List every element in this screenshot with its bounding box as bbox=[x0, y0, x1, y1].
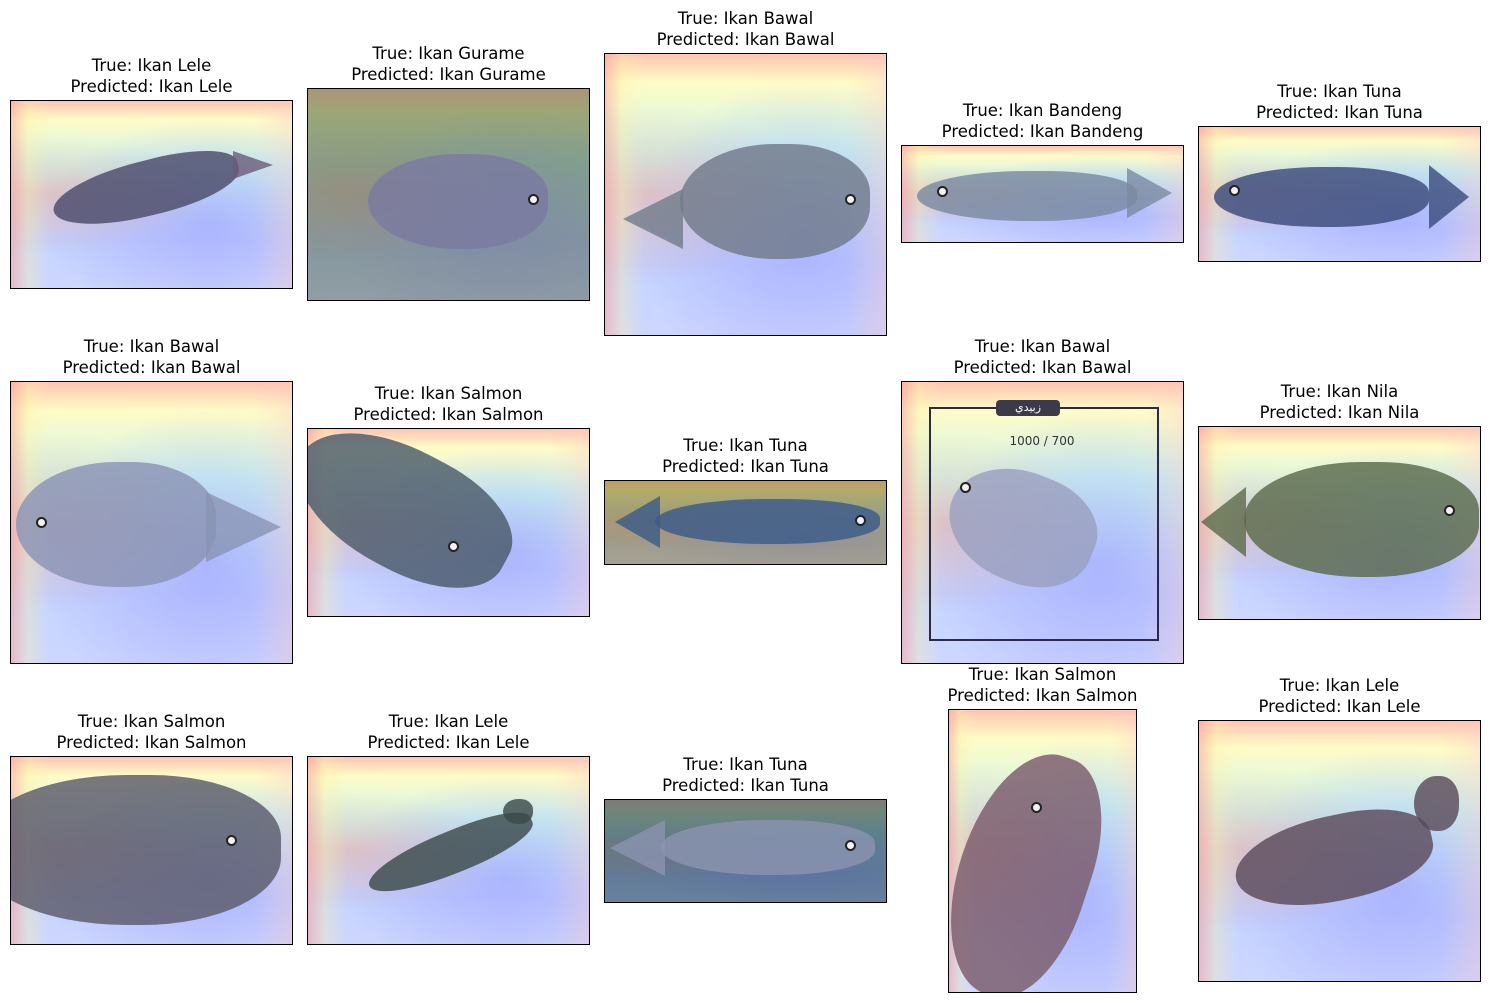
panel-title: True: Ikan Bawal Predicted: Ikan Bawal bbox=[0, 336, 333, 378]
predicted-label: Predicted: Ikan Tuna bbox=[662, 457, 829, 476]
predicted-label: Predicted: Ikan Bawal bbox=[656, 30, 835, 49]
gradcam-image bbox=[604, 799, 887, 903]
gradcam-image bbox=[1198, 126, 1481, 262]
panel-title: True: Ikan Tuna Predicted: Ikan Tuna bbox=[564, 754, 927, 796]
panel-15: True: Ikan Lele Predicted: Ikan Lele bbox=[1198, 676, 1481, 982]
panel-9: True: Ikan Bawal Predicted: Ikan Bawal ز… bbox=[901, 337, 1184, 664]
panel-title: True: Ikan Lele Predicted: Ikan Lele bbox=[0, 55, 333, 97]
predicted-label: Predicted: Ikan Bawal bbox=[62, 358, 241, 377]
panel-4: True: Ikan Bandeng Predicted: Ikan Bande… bbox=[901, 101, 1184, 243]
panel-7: True: Ikan Salmon Predicted: Ikan Salmon bbox=[307, 384, 590, 617]
weight-label: 1000 / 700 bbox=[1009, 434, 1075, 448]
gradcam-image bbox=[901, 145, 1184, 243]
panel-3: True: Ikan Bawal Predicted: Ikan Bawal bbox=[604, 9, 887, 336]
predicted-label: Predicted: Ikan Tuna bbox=[662, 776, 829, 795]
true-label: True: Ikan Salmon bbox=[374, 384, 523, 403]
panel-14: True: Ikan Salmon Predicted: Ikan Salmon bbox=[948, 665, 1138, 993]
predicted-label: Predicted: Ikan Nila bbox=[1259, 403, 1420, 422]
true-label: True: Ikan Bawal bbox=[83, 337, 220, 356]
fish bbox=[11, 775, 281, 925]
fish bbox=[1244, 462, 1479, 577]
predicted-label: Predicted: Ikan Salmon bbox=[353, 405, 544, 424]
panel-8: True: Ikan Tuna Predicted: Ikan Tuna bbox=[604, 436, 887, 565]
predicted-label: Predicted: Ikan Salmon bbox=[56, 733, 247, 752]
gradcam-image bbox=[10, 756, 293, 945]
fish bbox=[16, 462, 216, 587]
gradcam-image bbox=[1198, 720, 1481, 982]
panel-title: True: Ikan Bawal Predicted: Ikan Bawal bbox=[861, 336, 1224, 378]
panel-title: True: Ikan Salmon Predicted: Ikan Salmon bbox=[908, 664, 1177, 706]
predicted-label: Predicted: Ikan Lele bbox=[70, 77, 233, 96]
panel-title: True: Ikan Bandeng Predicted: Ikan Bande… bbox=[861, 100, 1224, 142]
fish bbox=[660, 820, 875, 875]
panel-title: True: Ikan Lele Predicted: Ikan Lele bbox=[267, 711, 630, 753]
true-label: True: Ikan Salmon bbox=[77, 712, 226, 731]
gradcam-image bbox=[10, 381, 293, 664]
true-label: True: Ikan Lele bbox=[91, 56, 212, 75]
true-label: True: Ikan Gurame bbox=[372, 44, 525, 63]
predicted-label: Predicted: Ikan Salmon bbox=[947, 686, 1138, 705]
true-label: True: Ikan Bandeng bbox=[962, 101, 1123, 120]
true-label: True: Ikan Lele bbox=[388, 712, 509, 731]
panel-13: True: Ikan Tuna Predicted: Ikan Tuna bbox=[604, 755, 887, 903]
predicted-label: Predicted: Ikan Gurame bbox=[351, 65, 546, 84]
predicted-label: Predicted: Ikan Bawal bbox=[953, 358, 1132, 377]
true-label: True: Ikan Bawal bbox=[677, 9, 814, 28]
gradcam-image bbox=[948, 709, 1137, 993]
gradcam-image bbox=[10, 100, 293, 289]
predicted-label: Predicted: Ikan Bandeng bbox=[941, 122, 1144, 141]
panel-title: True: Ikan Nila Predicted: Ikan Nila bbox=[1158, 381, 1490, 423]
gradcam-image bbox=[307, 428, 590, 617]
fish bbox=[368, 154, 548, 249]
panel-1: True: Ikan Lele Predicted: Ikan Lele bbox=[10, 56, 293, 289]
gradcam-image bbox=[604, 53, 887, 336]
panel-title: True: Ikan Salmon Predicted: Ikan Salmon bbox=[0, 711, 333, 753]
gradcam-image bbox=[1198, 426, 1481, 620]
panel-5: True: Ikan Tuna Predicted: Ikan Tuna bbox=[1198, 82, 1481, 262]
brand-tag: زبيدي bbox=[996, 400, 1060, 416]
true-label: True: Ikan Bawal bbox=[974, 337, 1111, 356]
panel-6: True: Ikan Bawal Predicted: Ikan Bawal bbox=[10, 337, 293, 664]
panel-title: True: Ikan Lele Predicted: Ikan Lele bbox=[1158, 675, 1490, 717]
panel-10: True: Ikan Nila Predicted: Ikan Nila bbox=[1198, 382, 1481, 620]
true-label: True: Ikan Tuna bbox=[1277, 82, 1402, 101]
fish bbox=[917, 171, 1137, 221]
predicted-label: Predicted: Ikan Lele bbox=[1258, 697, 1421, 716]
true-label: True: Ikan Salmon bbox=[968, 665, 1117, 684]
panel-title: True: Ikan Gurame Predicted: Ikan Gurame bbox=[267, 43, 630, 85]
panel-title: True: Ikan Salmon Predicted: Ikan Salmon bbox=[267, 383, 630, 425]
panel-title: True: Ikan Bawal Predicted: Ikan Bawal bbox=[564, 8, 927, 50]
fish bbox=[680, 144, 870, 259]
true-label: True: Ikan Lele bbox=[1279, 676, 1400, 695]
true-label: True: Ikan Tuna bbox=[683, 436, 808, 455]
gradcam-image bbox=[604, 480, 887, 565]
fish bbox=[1214, 167, 1429, 227]
predicted-label: Predicted: Ikan Lele bbox=[367, 733, 530, 752]
true-label: True: Ikan Tuna bbox=[683, 755, 808, 774]
gradcam-image: زبيدي 1000 / 700 bbox=[901, 381, 1184, 664]
true-label: True: Ikan Nila bbox=[1280, 382, 1399, 401]
gradcam-image bbox=[307, 88, 590, 301]
panel-title: True: Ikan Tuna Predicted: Ikan Tuna bbox=[1158, 81, 1490, 123]
panel-11: True: Ikan Salmon Predicted: Ikan Salmon bbox=[10, 712, 293, 945]
gradcam-image bbox=[307, 756, 590, 945]
fish bbox=[655, 499, 880, 544]
panel-2: True: Ikan Gurame Predicted: Ikan Gurame bbox=[307, 44, 590, 301]
predicted-label: Predicted: Ikan Tuna bbox=[1256, 103, 1423, 122]
panel-12: True: Ikan Lele Predicted: Ikan Lele bbox=[307, 712, 590, 945]
panel-title: True: Ikan Tuna Predicted: Ikan Tuna bbox=[564, 435, 927, 477]
